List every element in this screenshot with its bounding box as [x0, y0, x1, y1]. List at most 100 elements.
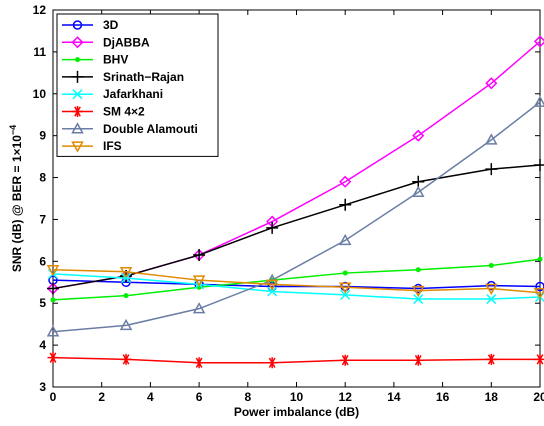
y-tick-label: 7 [39, 212, 46, 226]
legend-entry-double-alamouti: Double Alamouti [62, 122, 198, 136]
legend-label: Srinath−Rajan [103, 70, 184, 84]
y-tick-label: 12 [33, 3, 47, 17]
data-point-double-alamouti [533, 95, 544, 107]
legend-label: 3D [103, 18, 119, 32]
legend-swatch-marker [71, 141, 84, 153]
axis-ticks: 0 2 4 6 8 10 12 14 16 18 20 3 4 5 6 7 8 9 10 11 12 [33, 3, 544, 404]
data-point-ifs [338, 282, 352, 294]
data-point-sm-4-2 [485, 353, 497, 365]
x-tick-label: 16 [436, 390, 450, 404]
y-tick-label: 10 [33, 87, 47, 101]
data-point-sm-4-2 [339, 354, 351, 366]
data-point-ifs [485, 283, 498, 296]
x-tick-label: 0 [50, 390, 57, 404]
data-point-double-alamouti [46, 325, 60, 337]
data-point-sm-4-2 [120, 353, 132, 365]
data-point-bhv [123, 293, 129, 299]
data-point-srinath-rajan [339, 198, 352, 211]
series-line-jafarkhani [52, 273, 541, 300]
data-point-srinath-rajan [485, 163, 498, 176]
x-tick-label: 14 [387, 390, 401, 404]
data-point-bhv [537, 256, 543, 262]
data-point-double-alamouti [338, 233, 352, 246]
x-tick-label: 8 [244, 390, 251, 404]
y-axis-label: SNR (dB) @ BER = 1×10−4 [8, 125, 24, 272]
data-point-double-alamouti [119, 318, 133, 331]
y-tick-label: 8 [39, 171, 46, 185]
legend-entry-djabba: DjABBA [62, 35, 150, 49]
legend-swatch-marker [72, 89, 83, 100]
legend-label: Double Alamouti [103, 122, 198, 136]
y-axis-label-base: 10 [10, 135, 24, 149]
data-point-ifs [533, 288, 544, 300]
legend-entry-srinath-rajan: Srinath−Rajan [62, 70, 184, 84]
legend-entry-ifs: IFS [62, 139, 122, 153]
x-tick-label: 6 [196, 390, 203, 404]
data-point-sm-4-2 [412, 354, 424, 366]
data-point-ifs [411, 285, 425, 298]
data-point-ifs [265, 279, 279, 291]
legend-swatch-marker [71, 36, 84, 49]
series-sm-4-2 [47, 352, 544, 369]
data-point-ifs [192, 275, 206, 287]
data-point-srinath-rajan [193, 249, 206, 262]
data-point-ifs [119, 267, 133, 279]
series-line-double-alamouti [52, 101, 541, 333]
legend-box [56, 13, 219, 157]
legend-label: Jafarkhani [103, 87, 163, 101]
x-tick-label: 20 [533, 390, 544, 404]
data-point-sm-4-2 [534, 353, 544, 365]
data-point-jafarkhani [413, 294, 424, 305]
x-tick-label: 4 [147, 390, 154, 404]
data-point-jafarkhani [486, 294, 497, 305]
data-point-srinath-rajan [266, 221, 279, 234]
legend-entry-3d: 3D [62, 18, 119, 32]
data-point-djabba [485, 77, 498, 90]
data-point-sm-4-2 [266, 357, 278, 369]
legend-label: DjABBA [103, 35, 150, 49]
series-double-alamouti [46, 95, 544, 337]
data-point-bhv [415, 267, 421, 273]
data-point-bhv [488, 263, 494, 269]
legend-label: SM 4×2 [103, 105, 145, 119]
legend: 3D DjABBA BHV Srinath−Rajan Jafarkhani SM 4×2… [56, 13, 219, 157]
data-point-double-alamouti [192, 302, 206, 314]
data-point-srinath-rajan [47, 282, 59, 295]
legend-swatch-marker [75, 57, 80, 63]
legend-swatch-marker [71, 122, 84, 134]
data-point-double-alamouti [485, 133, 498, 145]
y-tick-label: 6 [39, 254, 46, 268]
y-tick-label: 5 [39, 296, 46, 310]
data-point-jafarkhani [267, 286, 278, 297]
data-point-srinath-rajan [534, 158, 544, 171]
series-line-sm-4-2 [52, 356, 540, 364]
y-axis-label-times: × [10, 148, 24, 155]
series-ifs [46, 264, 544, 300]
legend-entry-sm-4-2: SM 4×2 [62, 105, 145, 119]
data-point-sm-4-2 [47, 352, 59, 364]
legend-label: IFS [103, 139, 122, 153]
legend-label: BHV [103, 53, 128, 67]
x-tick-label: 2 [98, 390, 105, 404]
y-tick-label: 3 [39, 380, 46, 394]
data-point-bhv [50, 297, 56, 303]
series-jafarkhani [47, 268, 544, 305]
legend-entry-jafarkhani: Jafarkhani [62, 87, 163, 101]
legend-swatch-marker [72, 20, 83, 30]
x-tick-label: 18 [485, 390, 499, 404]
y-axis-label-main: SNR (dB) @ BER = 1 [10, 155, 24, 272]
legend-swatch-marker [71, 70, 84, 83]
data-point-3d [535, 281, 544, 292]
data-point-jafarkhani [340, 289, 351, 300]
x-tick-label: 10 [290, 390, 304, 404]
data-point-djabba [339, 175, 352, 188]
y-tick-label: 9 [39, 129, 46, 143]
series-bhv [50, 256, 543, 303]
x-tick-label: 12 [339, 390, 353, 404]
data-point-double-alamouti [411, 185, 425, 197]
data-point-bhv [342, 270, 348, 276]
y-axis-label-exp: −4 [8, 125, 18, 135]
series-line-ifs [52, 268, 541, 294]
legend-entry-bhv: BHV [62, 53, 128, 67]
